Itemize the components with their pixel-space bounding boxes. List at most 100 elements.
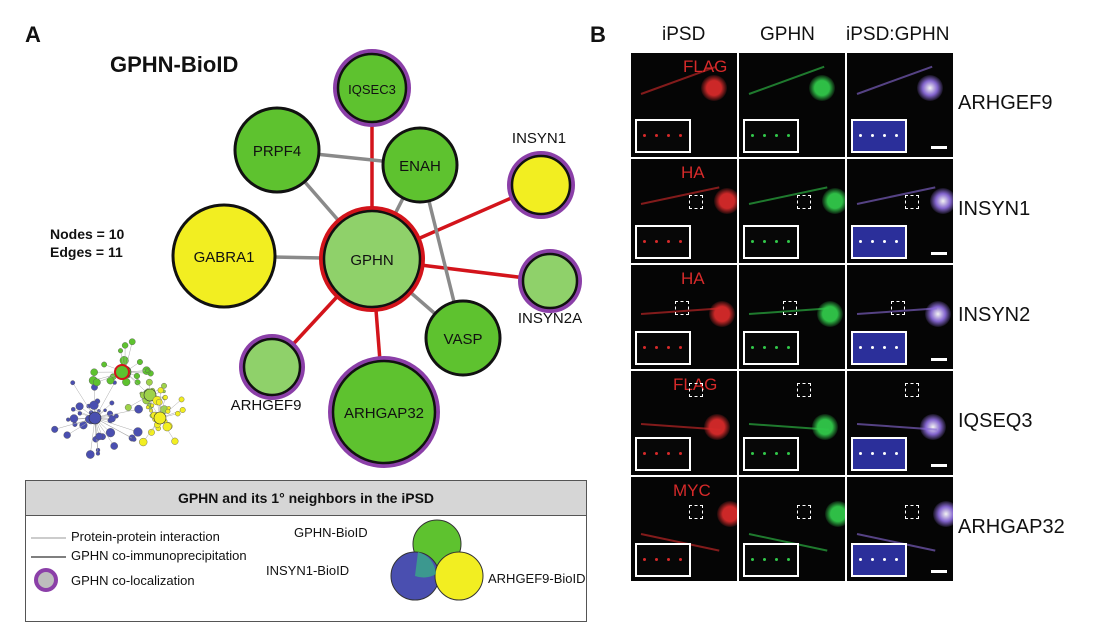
node-prpf4: PRPF4 <box>233 106 321 194</box>
edges-count: Edges = 11 <box>50 244 123 260</box>
node-label: ENAH <box>399 158 441 175</box>
node-vasp: VASP <box>424 299 502 377</box>
micrograph-gphn-row1 <box>738 52 846 158</box>
micrograph-gphn-row3 <box>738 264 846 370</box>
network-stats: Nodes = 10 Edges = 11 <box>50 225 124 261</box>
node-circle <box>242 337 302 397</box>
cell-body <box>709 301 735 327</box>
micrograph-gphn-row4 <box>738 370 846 476</box>
micrograph-merge-row1 <box>846 52 954 158</box>
micrograph-gphn-row2 <box>738 158 846 264</box>
zoom-inset <box>743 225 799 259</box>
roi-box <box>689 195 703 209</box>
scale-bar <box>931 252 947 255</box>
node-circle <box>510 154 572 216</box>
node-insyn1: INSYN1 <box>507 130 575 219</box>
node-circle <box>233 106 321 194</box>
venn-gphn-label: GPHN-BioID <box>294 525 368 540</box>
row-label-iqseq3: IQSEQ3 <box>958 410 1033 432</box>
venn-insyn1-label: INSYN1-BioID <box>266 563 350 578</box>
node-label: GABRA1 <box>194 249 255 266</box>
cell-body <box>701 75 727 101</box>
micrograph-ipsd-row2: HA <box>630 158 738 264</box>
cell-body <box>714 188 737 214</box>
column-header-gphn: GPHN <box>760 24 815 45</box>
epitope-tag-label: HA <box>681 163 705 182</box>
zoom-inset <box>635 543 691 577</box>
zoom-inset <box>743 543 799 577</box>
roi-box <box>689 383 703 397</box>
node-circle <box>331 359 437 465</box>
panel-a-letter: A <box>25 22 41 47</box>
zoom-inset <box>851 331 907 365</box>
node-arhgap32: ARHGAP32 <box>328 356 440 468</box>
micrograph-merge-row2 <box>846 158 954 264</box>
node-gabra1: GABRA1 <box>171 203 277 309</box>
node-circle <box>171 203 277 309</box>
zoom-inset <box>635 119 691 153</box>
dendrite <box>856 186 936 205</box>
zoom-inset <box>851 543 907 577</box>
node-label: VASP <box>444 331 483 348</box>
row-label-insyn2: INSYN2 <box>958 304 1031 326</box>
zoom-inset <box>851 225 907 259</box>
zoom-inset <box>635 331 691 365</box>
cell-body <box>809 75 835 101</box>
scale-bar <box>931 358 947 361</box>
node-label: GPHN <box>350 252 393 269</box>
zoom-inset <box>743 119 799 153</box>
node-iqsec3: IQSEC3 <box>333 49 411 127</box>
ppi-label: Protein-protein interaction <box>71 529 220 544</box>
node-arhgef9: ARHGEF9 <box>231 334 305 414</box>
node-label: ARHGAP32 <box>344 405 424 422</box>
cell-body <box>925 301 951 327</box>
zoom-inset <box>743 331 799 365</box>
zoom-inset <box>851 437 907 471</box>
nodes-count: Nodes = 10 <box>50 226 125 242</box>
micrograph-ipsd-row5: MYC <box>630 476 738 582</box>
colocalization-swatch <box>34 568 58 592</box>
roi-box <box>891 301 905 315</box>
row-label-arhgap32: ARHGAP32 <box>958 516 1065 538</box>
node-label: INSYN2A <box>518 310 582 327</box>
zoom-inset <box>635 437 691 471</box>
cell-body <box>933 501 953 527</box>
micrograph-gphn-row5 <box>738 476 846 582</box>
scale-bar <box>931 570 947 573</box>
micrograph-merge-row3 <box>846 264 954 370</box>
node-circle <box>322 209 422 309</box>
row-label-arhgef9: ARHGEF9 <box>958 92 1053 114</box>
roi-box <box>905 195 919 209</box>
dendrite <box>748 186 828 205</box>
roi-box <box>797 195 811 209</box>
panel-b-letter: B <box>590 22 606 47</box>
node-label: IQSEC3 <box>348 82 396 97</box>
network-legend: GPHN and its 1° neighbors in the iPSD Pr… <box>25 480 587 622</box>
roi-box <box>905 505 919 519</box>
row-label-insyn1: INSYN1 <box>958 198 1031 220</box>
zoom-inset <box>851 119 907 153</box>
cell-body <box>825 501 845 527</box>
node-label: PRPF4 <box>253 143 301 160</box>
micrograph-ipsd-row3: HA <box>630 264 738 370</box>
cell-body <box>717 501 737 527</box>
cell-body <box>817 301 843 327</box>
venn-overlap-gphn-insyn1 <box>415 552 436 578</box>
cell-body <box>822 188 845 214</box>
roi-box <box>797 505 811 519</box>
legend-graphics <box>31 519 484 601</box>
zoom-inset <box>743 437 799 471</box>
roi-box <box>783 301 797 315</box>
node-label: INSYN1 <box>512 130 566 147</box>
column-header-ipsd: iPSD <box>662 24 706 45</box>
network-nodes: GPHN IQSEC3 PRPF4 ENAH INSYN1 GABRA1 INSYN2A VA… <box>171 49 582 468</box>
node-circle <box>521 252 579 310</box>
network-diagram: GPHN IQSEC3 PRPF4 ENAH INSYN1 GABRA1 INSYN2A VA… <box>51 49 582 468</box>
cell-body <box>917 75 943 101</box>
mini-network-thumbnail <box>51 338 186 459</box>
coloc-label: GPHN co-localization <box>71 573 195 588</box>
zoom-inset <box>635 225 691 259</box>
scale-bar <box>931 146 947 149</box>
epitope-tag-label: FLAG <box>673 375 718 394</box>
coip-label: GPHN co-immunoprecipitation <box>71 548 247 563</box>
